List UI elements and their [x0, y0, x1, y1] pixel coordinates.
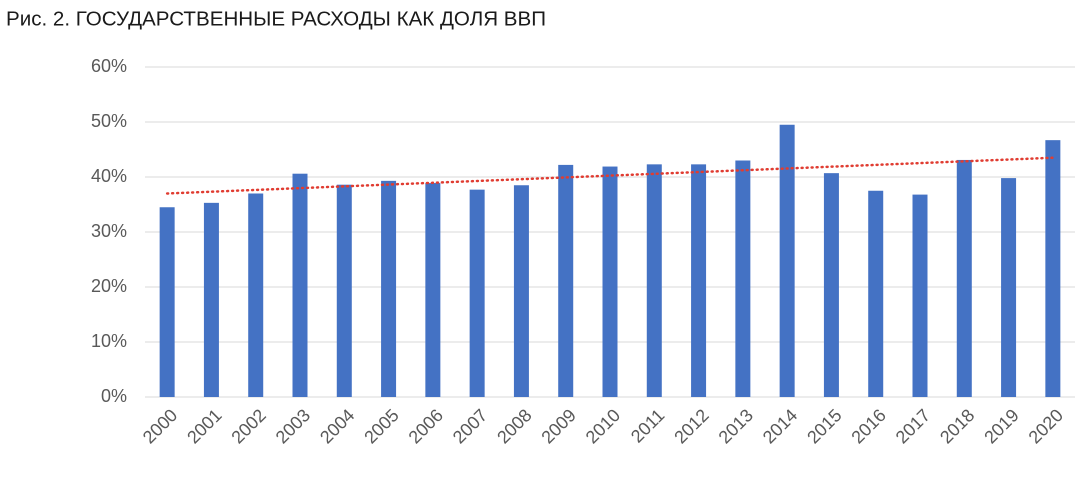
bar: [646, 164, 662, 397]
y-tick-label: 0%: [101, 386, 127, 406]
bar: [602, 166, 618, 397]
x-tick-label: 2004: [316, 405, 358, 447]
x-tick-label: 2005: [360, 405, 402, 447]
x-tick-label: 2007: [449, 405, 491, 447]
bar: [823, 173, 839, 397]
bar: [956, 159, 972, 397]
x-tick-label: 2001: [183, 405, 225, 447]
x-tick-label: 2015: [803, 405, 845, 447]
bar: [292, 173, 308, 397]
bar: [469, 189, 485, 397]
x-tick-label: 2017: [892, 405, 934, 447]
bar: [159, 207, 175, 397]
y-tick-label: 30%: [91, 221, 127, 241]
x-tick-label: 2003: [272, 405, 314, 447]
bar: [558, 164, 574, 397]
bar: [868, 190, 884, 397]
bar: [735, 160, 751, 397]
x-tick-label: 2002: [227, 405, 269, 447]
x-tick-label: 2012: [670, 405, 712, 447]
x-tick-label: 2010: [582, 405, 624, 447]
x-tick-label: 2009: [537, 405, 579, 447]
chart-title: Рис. 2. ГОСУДАРСТВЕННЫЕ РАСХОДЫ КАК ДОЛЯ…: [6, 8, 546, 30]
bar: [513, 185, 529, 397]
bar: [691, 164, 707, 397]
y-tick-label: 50%: [91, 111, 127, 131]
y-tick-label: 10%: [91, 331, 127, 351]
bar: [425, 183, 441, 397]
bar: [1045, 140, 1061, 397]
y-tick-label: 60%: [91, 56, 127, 76]
x-tick-label: 2014: [759, 405, 801, 447]
x-tick-label: 2000: [139, 405, 181, 447]
x-tick-label: 2008: [493, 405, 535, 447]
bar: [336, 184, 352, 397]
x-tick-label: 2006: [405, 405, 447, 447]
bar: [381, 180, 397, 397]
x-tick-label: 2016: [847, 405, 889, 447]
bar: [779, 124, 795, 397]
bar: [248, 193, 264, 397]
y-tick-label: 20%: [91, 276, 127, 296]
y-tick-label: 40%: [91, 166, 127, 186]
bar: [1001, 178, 1017, 397]
x-tick-label: 2011: [627, 405, 669, 447]
x-tick-label: 2018: [936, 405, 978, 447]
x-tick-label: 2020: [1025, 405, 1067, 447]
bar: [912, 194, 928, 397]
bar: [203, 202, 219, 397]
x-tick-label: 2019: [980, 405, 1022, 447]
x-tick-label: 2013: [715, 405, 757, 447]
